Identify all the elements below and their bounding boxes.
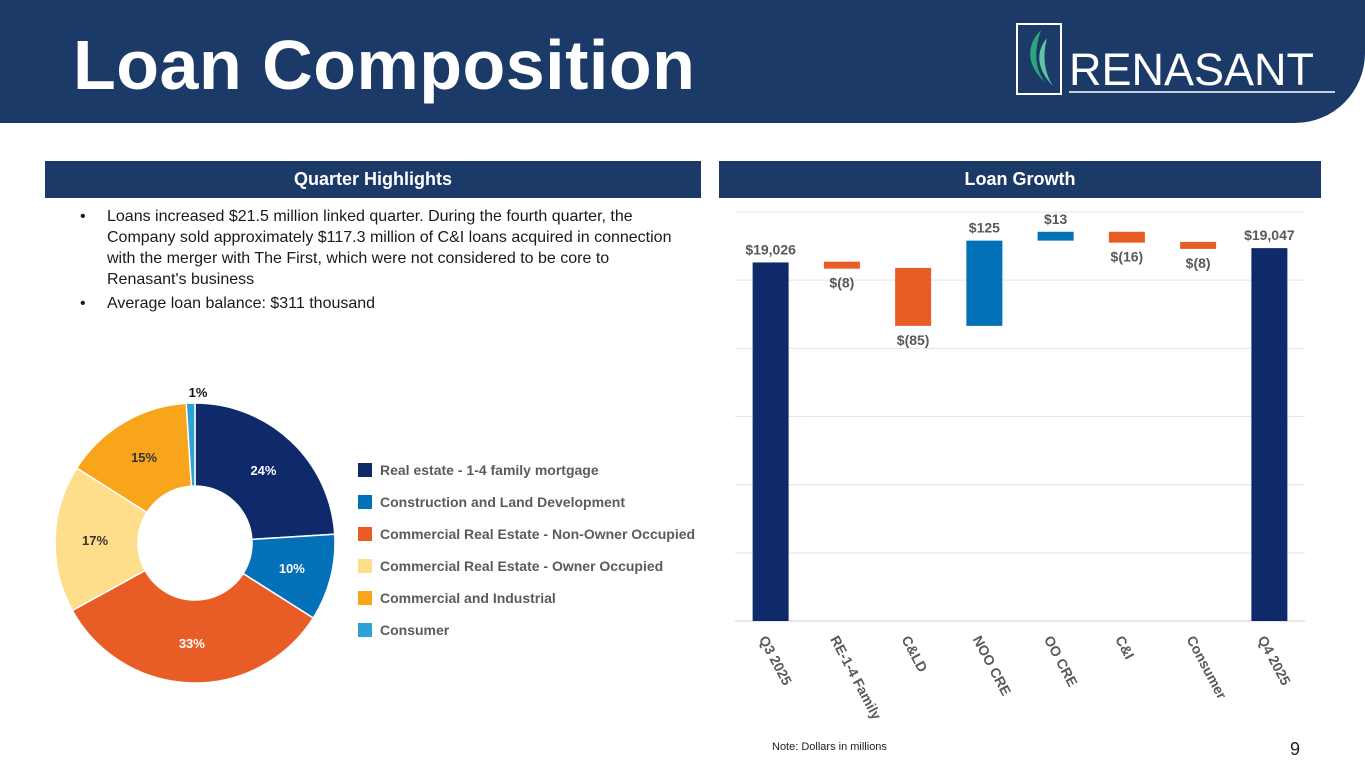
donut-slice	[54, 466, 148, 612]
loan-composition-donut-chart: 24% 10% 33% 17% 15% 1%	[54, 388, 336, 684]
x-tick-label: Q4 2025	[1255, 633, 1294, 688]
x-tick-label: NOO CRE	[970, 633, 1015, 698]
logo-emblem-leaf-2	[1039, 38, 1053, 86]
bullet-icon: •	[80, 208, 86, 225]
donut-value-label: 1%	[189, 388, 208, 400]
waterfall-bar	[1108, 231, 1145, 243]
waterfall-bar	[966, 240, 1003, 326]
x-tick-label: RE-1-4 Family	[827, 633, 885, 722]
waterfall-value-label: $(8)	[1186, 255, 1211, 271]
donut-slice	[194, 402, 336, 541]
logo-emblem-frame	[1016, 23, 1062, 95]
loan-growth-waterfall-chart: $19,026 Q3 2025 $(8) RE-1-4 Family $(85) C&LD…	[735, 211, 1305, 722]
x-tick-label: Consumer	[1183, 633, 1230, 702]
legend-swatch	[358, 527, 372, 541]
donut-slice	[75, 402, 193, 514]
donut-slice	[185, 402, 196, 487]
waterfall-value-label: $13	[1044, 211, 1068, 227]
waterfall-value-label: $19,047	[1244, 227, 1295, 243]
donut-value-label: 24%	[250, 463, 276, 478]
waterfall-value-label: $(85)	[897, 332, 930, 348]
renasant-logo: RENASANT	[1016, 23, 1335, 95]
donut-value-label: 10%	[279, 561, 305, 576]
waterfall-value-label: $(16)	[1111, 249, 1144, 265]
legend-swatch	[358, 591, 372, 605]
waterfall-bar	[1180, 241, 1217, 249]
bullet-icon: •	[80, 295, 86, 312]
logo-emblem-leaf	[1030, 30, 1045, 82]
highlight-item: • Average loan balance: $311 thousand	[80, 295, 376, 312]
header-band: Loan Composition RENASANT	[0, 0, 1365, 123]
waterfall-bar	[895, 267, 932, 326]
logo-wordmark: RENASANT	[1069, 44, 1314, 95]
loan-growth-header: Loan Growth	[719, 161, 1321, 198]
x-tick-label: C&I	[1112, 633, 1137, 662]
donut-slice	[71, 569, 315, 684]
legend-swatch	[358, 623, 372, 637]
quarter-highlights-header: Quarter Highlights	[45, 161, 701, 198]
page-title: Loan Composition	[73, 26, 696, 104]
waterfall-value-label: $(8)	[829, 275, 854, 291]
waterfall-bar	[1251, 248, 1288, 621]
x-tick-label: C&LD	[898, 633, 930, 675]
highlight-item: • Loans increased $21.5 million linked qu…	[80, 208, 672, 288]
x-tick-label: Q3 2025	[756, 633, 795, 688]
waterfall-bar	[1037, 231, 1074, 241]
donut-value-label: 15%	[131, 450, 157, 465]
waterfall-value-label: $125	[969, 220, 1000, 236]
waterfall-bar	[752, 262, 789, 621]
page-number: 9	[1290, 739, 1301, 759]
legend-swatch	[358, 559, 372, 573]
donut-value-label: 17%	[82, 533, 108, 548]
footnote: Note: Dollars in millions	[772, 741, 887, 753]
legend-swatch	[358, 463, 372, 477]
legend-swatch	[358, 495, 372, 509]
waterfall-value-label: $19,026	[745, 241, 796, 257]
x-tick-label: OO CRE	[1041, 633, 1081, 689]
donut-value-label: 33%	[179, 636, 205, 651]
highlights-list: • Loans increased $21.5 million linked qu…	[80, 206, 680, 317]
waterfall-bar	[823, 261, 860, 269]
